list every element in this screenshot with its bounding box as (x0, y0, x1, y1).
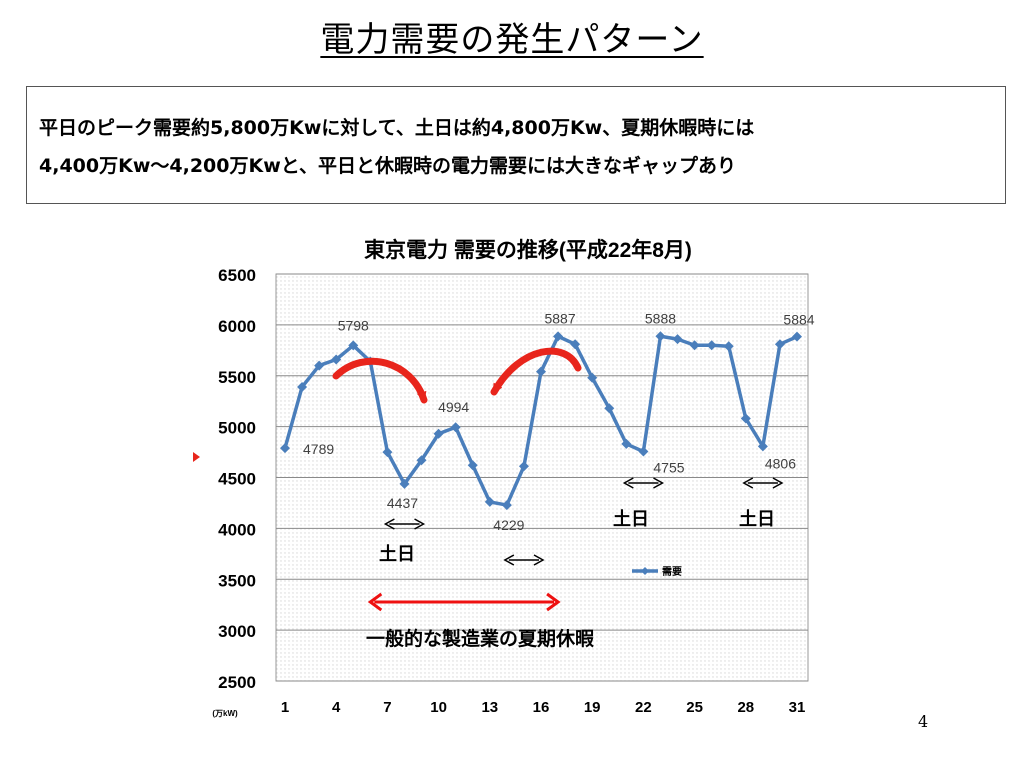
data-label: 4806 (765, 455, 796, 471)
x-tick-label: 22 (635, 699, 652, 716)
data-point (382, 447, 393, 458)
data-point (553, 331, 564, 342)
summer-holiday-arrow-head-right (546, 592, 561, 612)
data-point (314, 360, 325, 371)
y-tick-label: 3500 (218, 571, 256, 590)
weekend-arrow-head-left (503, 554, 515, 566)
data-point (587, 372, 598, 383)
data-point (536, 366, 546, 377)
unit-label: (万kW) (212, 709, 238, 718)
y-tick-label: 5500 (218, 368, 256, 387)
data-point (655, 331, 666, 342)
x-tick-label: 19 (584, 699, 601, 716)
x-tick-label: 13 (481, 699, 498, 716)
y-tick-label: 6000 (218, 317, 256, 336)
x-tick-label: 4 (332, 699, 341, 716)
slide-title: 電力需要の発生パターン (320, 20, 704, 60)
page-number: 4 (918, 712, 929, 731)
data-label: 4229 (493, 517, 524, 533)
weekend-arrow-head-left (742, 477, 754, 489)
summary-line-1: 平日のピーク需要約5,800万Kwに対して、土日は約4,800万Kw、夏期休暇時… (39, 117, 755, 139)
weekend-arrow-head-right (653, 477, 665, 489)
data-point (331, 354, 342, 365)
weekend-arrow-head-left (622, 477, 634, 489)
data-point (467, 460, 478, 471)
data-label: 4437 (387, 495, 418, 511)
weekend-arrow-head-right (414, 518, 426, 530)
data-point (484, 496, 495, 507)
data-point (297, 381, 308, 392)
summary-line-2: 4,400万Kw～4,200万Kwと、平日と休暇時の電力需要には大きなギャップあ… (39, 155, 736, 177)
data-point (757, 441, 768, 452)
data-label: 4789 (303, 441, 334, 457)
x-tick-label: 28 (737, 699, 754, 716)
summer-holiday-label: 一般的な製造業の夏期休暇 (366, 627, 594, 650)
data-point (706, 340, 717, 351)
x-tick-label: 25 (686, 699, 703, 716)
data-point (433, 428, 444, 439)
data-label: 5887 (544, 310, 575, 326)
weekend-label: 土日 (613, 509, 649, 529)
weekend-label: 土日 (379, 544, 415, 564)
data-label: 5884 (783, 312, 814, 328)
chart-title: 東京電力 需要の推移(平成22年8月) (364, 238, 692, 262)
curved-arrow-up (490, 347, 582, 396)
curved-arrow-down (332, 357, 428, 404)
data-point (501, 500, 512, 511)
y-tick-label: 2500 (218, 673, 256, 692)
data-label: 4994 (438, 399, 469, 415)
y-tick-label: 5000 (218, 419, 256, 438)
x-tick-label: 7 (383, 699, 391, 716)
data-label: 5888 (645, 310, 676, 326)
x-tick-label: 10 (430, 699, 447, 716)
data-point (621, 438, 632, 449)
data-point (399, 478, 410, 489)
summary-box: 平日のピーク需要約5,800万Kwに対して、土日は約4,800万Kw、夏期休暇時… (26, 86, 1006, 204)
data-point (740, 413, 751, 424)
data-point (689, 340, 700, 351)
data-point (518, 461, 529, 472)
data-point (570, 339, 581, 350)
y-tick-label: 6500 (218, 266, 256, 285)
data-point (450, 422, 461, 433)
data-point (638, 446, 649, 457)
data-point (774, 339, 785, 350)
weekend-arrow-head-right (533, 554, 545, 566)
x-tick-label: 1 (281, 699, 289, 716)
data-point (604, 403, 615, 414)
data-label: 5798 (338, 317, 369, 333)
y-tick-label: 3000 (218, 622, 256, 641)
y-tick-label: 4000 (218, 520, 256, 539)
data-point (723, 341, 734, 352)
x-tick-label: 16 (533, 699, 550, 716)
data-point (280, 443, 290, 454)
data-point (416, 455, 427, 466)
red-mark (193, 452, 200, 462)
weekend-arrow-head-right (772, 477, 784, 489)
data-label: 4755 (653, 460, 684, 476)
weekend-arrow-head-left (383, 518, 395, 530)
y-tick-label: 4500 (218, 470, 256, 489)
legend-swatch-marker (641, 567, 649, 575)
legend-label: 需要 (662, 566, 682, 578)
x-tick-label: 31 (789, 699, 806, 716)
data-point (348, 340, 359, 351)
data-point (672, 334, 683, 345)
summer-holiday-arrow-head-left (367, 592, 383, 612)
weekend-label: 土日 (739, 509, 775, 529)
data-point (792, 331, 802, 342)
